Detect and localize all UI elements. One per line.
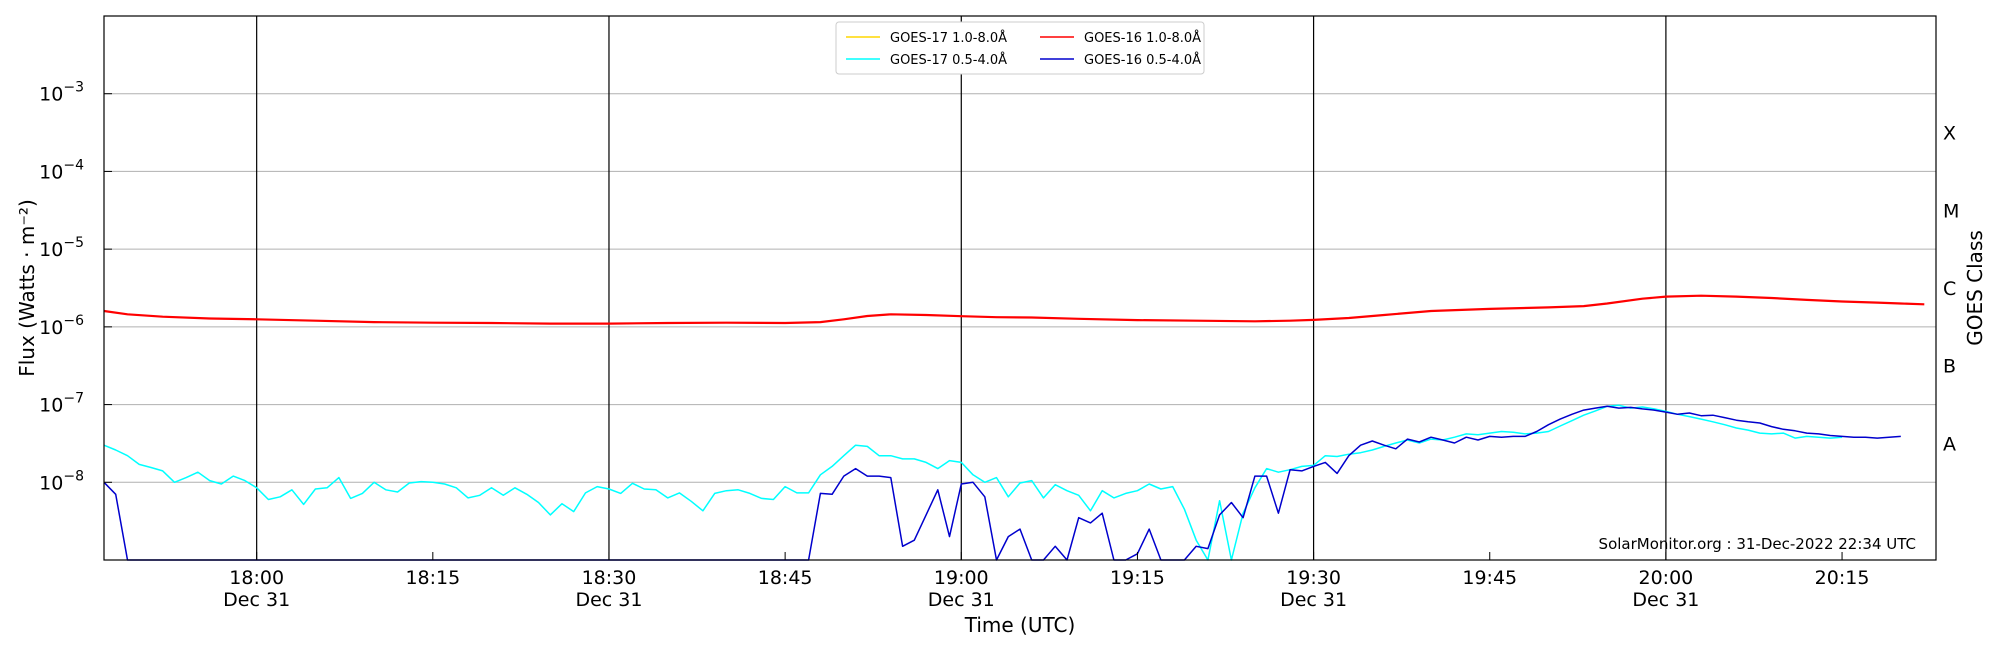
y-tick-label: 10−8 [39,468,84,494]
x-tick-label: 19:15 [1110,567,1165,589]
credit-text: SolarMonitor.org : 31-Dec-2022 22:34 UTC [1599,535,1916,553]
x-tick-label: 18:00 [229,567,284,589]
legend: GOES-17 1.0-8.0Å GOES-17 0.5-4.0Å GOES-16 … [835,21,1205,75]
right-axis-title: GOES Class [1963,230,1987,346]
x-tick-label: 18:30 [582,567,637,589]
goes-class-m: M [1943,200,1959,222]
legend-label: GOES-17 0.5-4.0Å [890,52,1007,68]
x-tick-label: 19:45 [1462,567,1517,589]
goes-class-c: C [1943,278,1956,300]
y-tick-label: 10−7 [39,391,84,417]
goes-class-a: A [1943,433,1956,455]
y-tick-label: 10−6 [39,313,84,339]
x-tick-label: 18:15 [405,567,460,589]
legend-label: GOES-16 0.5-4.0Å [1084,52,1201,68]
y-tick-exponent: −6 [63,313,84,329]
y-tick-label: 10−3 [39,80,84,106]
y-tick-label: 10−5 [39,235,84,261]
y-axis-ticks: 10−8 10−7 10−6 10−5 10−4 10−3 [39,80,112,494]
series-line-2 [103,404,1843,561]
y-tick-exponent: −5 [63,235,84,251]
x-tick-label: 20:00 [1639,567,1694,589]
x-tick-date-label: Dec 31 [1280,589,1347,611]
x-tick-label: 19:30 [1286,567,1341,589]
x-tick-label: 20:15 [1815,567,1870,589]
legend-box [835,21,1205,75]
legend-label: GOES-16 1.0-8.0Å [1084,30,1201,46]
goes-class-x: X [1943,123,1956,145]
y-tick-exponent: −7 [63,391,84,407]
series-line-4 [103,405,1901,561]
legend-label: GOES-17 1.0-8.0Å [890,30,1007,46]
goes-class-b: B [1943,356,1956,378]
y-tick-exponent: −3 [63,80,84,96]
series-line-3 [103,294,1925,325]
series-lines [103,294,1925,561]
goes-class-labels: A B C M X [1943,123,1959,456]
plot-frame [103,15,1937,561]
x-tick-label: 18:45 [758,567,813,589]
x-tick-date-label: Dec 31 [223,589,290,611]
y-tick-exponent: −4 [63,157,84,173]
y-tick-label: 10−4 [39,157,84,183]
x-tick-label: 19:00 [934,567,989,589]
x-tick-date-label: Dec 31 [1632,589,1699,611]
grid [104,16,1936,560]
x-tick-date-label: Dec 31 [575,589,642,611]
x-tick-date-label: Dec 31 [928,589,995,611]
y-tick-exponent: −8 [63,468,84,484]
y-axis-title: Flux (Watts · m⁻²) [15,199,39,377]
x-axis-title: Time (UTC) [964,613,1076,637]
